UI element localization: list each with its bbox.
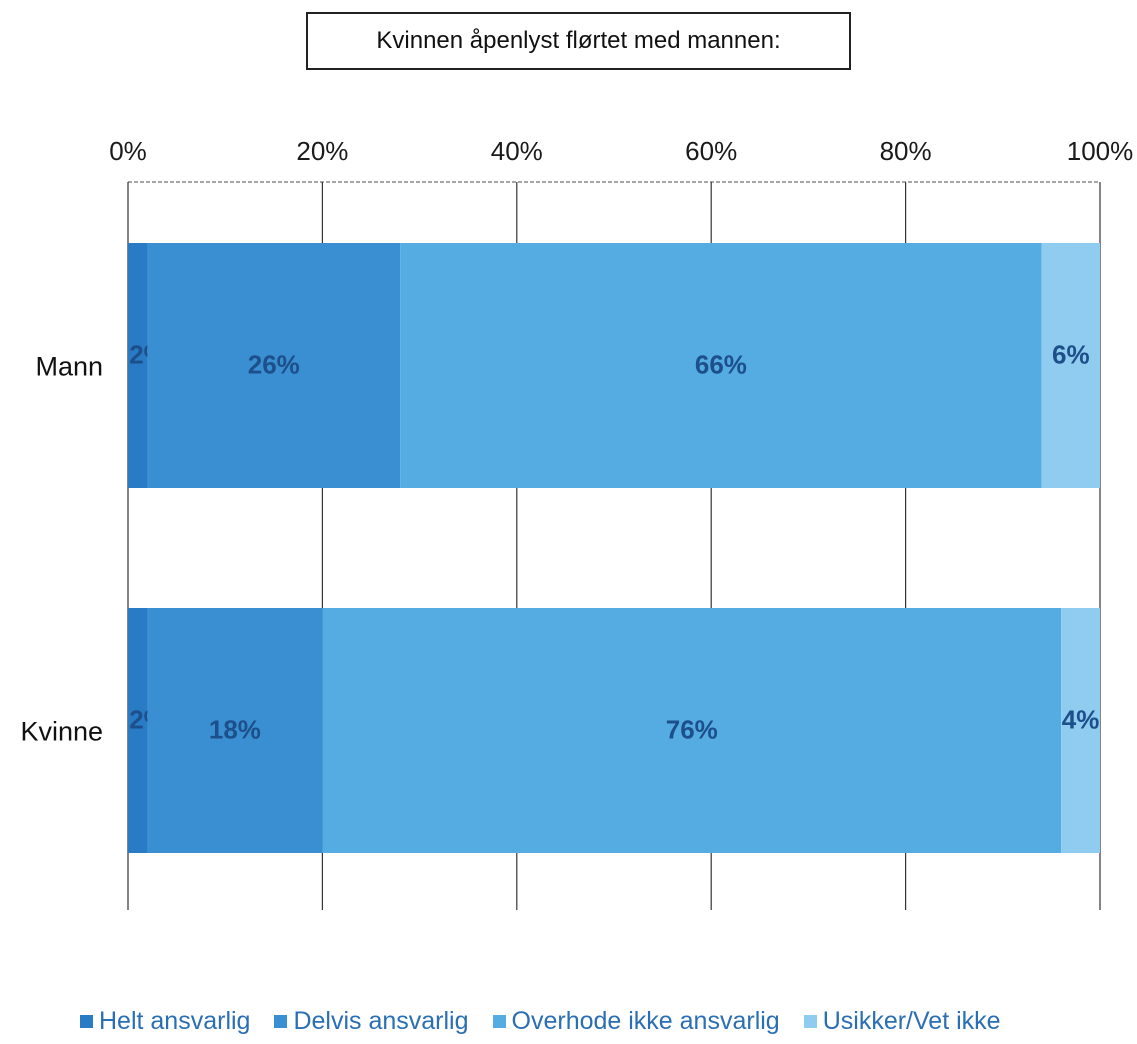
bar-segment [128, 243, 148, 488]
x-tick-label: 80% [880, 136, 932, 166]
bar-segment [147, 608, 323, 853]
chart-legend: Helt ansvarlig Delvis ansvarlig Overhode i… [80, 1003, 1130, 1039]
data-label: 4% [1062, 705, 1100, 735]
bar-segment [147, 243, 401, 488]
data-label: 76% [666, 715, 718, 745]
x-tick-label: 20% [296, 136, 348, 166]
legend-item: Helt ansvarlig [80, 1007, 250, 1036]
data-label: 26% [248, 350, 300, 380]
bar-segment [128, 608, 148, 853]
bar-segment [1041, 243, 1100, 488]
bar-segment [400, 243, 1042, 488]
legend-label: Helt ansvarlig [99, 1006, 251, 1035]
legend-label: Delvis ansvarlig [293, 1006, 469, 1035]
category-label: Kvinne [20, 717, 103, 747]
data-label: 18% [209, 715, 261, 745]
legend-swatch [80, 1014, 93, 1028]
legend-swatch [492, 1014, 506, 1028]
bar-segment [1061, 608, 1100, 853]
stacked-bar-chart: 0%20%40%60%80%100%Mann2%26%66%6%Kvinne2%… [20, 136, 1134, 910]
data-label: 66% [695, 350, 747, 380]
legend-swatch [803, 1014, 817, 1028]
legend-swatch [274, 1014, 288, 1028]
bar-segment [322, 608, 1062, 853]
legend-item: Delvis ansvarlig [274, 1006, 469, 1036]
x-tick-label: 40% [491, 136, 543, 166]
legend-label: Usikker/Vet ikke [822, 1006, 1001, 1035]
legend-item: Overhode ikke ansvarlig [492, 1006, 780, 1036]
x-tick-label: 100% [1067, 136, 1134, 166]
legend-item: Usikker/Vet ikke [803, 1006, 1001, 1036]
x-tick-label: 60% [685, 136, 737, 166]
chart-title: Kvinnen åpenlyst flørtet med mannen: [306, 12, 851, 70]
data-label: 6% [1052, 340, 1090, 370]
legend-label: Overhode ikke ansvarlig [511, 1006, 780, 1035]
category-label: Mann [35, 352, 103, 382]
x-tick-label: 0% [109, 136, 147, 166]
